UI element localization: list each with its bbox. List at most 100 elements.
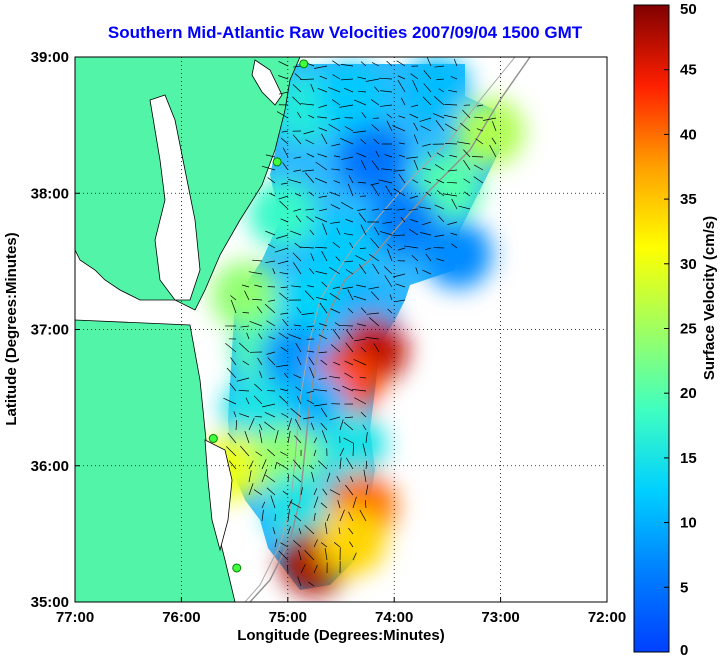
velocity-vector — [303, 130, 315, 135]
velocity-vector — [277, 260, 289, 265]
velocity-vector — [298, 528, 302, 535]
colorbar-tick-label: 40 — [680, 126, 697, 143]
velocity-vector — [242, 311, 250, 314]
velocity-vector — [268, 192, 276, 197]
bathymetry-contour — [244, 57, 516, 602]
velocity-vector — [332, 387, 341, 392]
velocity-vector — [255, 451, 263, 457]
velocity-vector — [363, 469, 367, 483]
velocity-vector — [491, 137, 497, 145]
velocity-vector — [375, 150, 380, 158]
velocity-vector — [371, 124, 380, 132]
velocity-vector — [236, 377, 250, 382]
velocity-vector — [380, 231, 393, 236]
velocity-vector — [385, 185, 393, 197]
velocity-vector — [422, 167, 432, 171]
velocity-vector — [382, 221, 393, 224]
velocity-vector — [463, 159, 471, 171]
velocity-vector — [386, 120, 393, 132]
velocity-vector — [339, 447, 345, 457]
colorbar-tick-label: 30 — [680, 256, 697, 273]
velocity-vector — [262, 403, 276, 408]
velocity-vector — [330, 308, 341, 314]
velocity-vector — [346, 457, 354, 470]
velocity-vector — [308, 267, 315, 275]
velocity-vector — [458, 205, 471, 210]
velocity-vector — [267, 243, 276, 249]
velocity-vector — [476, 104, 484, 107]
velocity-vector — [238, 389, 250, 392]
velocity-vector — [432, 113, 445, 119]
velocity-vector — [413, 122, 419, 132]
velocity-vector — [360, 346, 367, 353]
velocity-vector — [318, 351, 328, 354]
velocity-vector — [393, 169, 406, 172]
velocity-vector — [223, 397, 237, 405]
velocity-vector — [410, 219, 419, 223]
velocity-vector — [372, 263, 380, 275]
velocity-vector — [422, 96, 432, 106]
velocity-vector — [331, 99, 341, 106]
velocity-vector — [349, 242, 354, 249]
velocity-vector — [368, 286, 380, 290]
velocity-vector — [362, 443, 367, 457]
velocity-vector — [309, 366, 315, 379]
velocity-vector — [359, 247, 367, 249]
velocity-vector — [422, 269, 432, 275]
velocity-vector — [300, 78, 315, 80]
velocity-vector — [353, 295, 367, 301]
velocity-vector — [356, 323, 367, 327]
colorbar-tick-label: 15 — [680, 450, 697, 467]
radar-stations — [208, 59, 309, 573]
velocity-vector — [282, 162, 289, 171]
velocity-vector — [400, 216, 406, 223]
velocity-vector — [361, 159, 367, 171]
velocity-vector — [333, 361, 341, 366]
colorbar-tick-label: 25 — [680, 321, 697, 338]
velocity-vector — [238, 342, 250, 353]
velocity-vector — [279, 395, 289, 405]
velocity-vector — [317, 153, 328, 158]
velocity-vector — [350, 476, 354, 483]
velocity-vector — [345, 329, 354, 340]
velocity-vector — [317, 116, 328, 119]
velocity-vector — [249, 321, 263, 327]
velocity-vector — [332, 74, 341, 80]
velocity-vector — [332, 60, 341, 67]
velocity-vector — [280, 218, 289, 223]
velocity-vector — [371, 62, 380, 67]
velocity-vector — [280, 542, 289, 548]
velocity-vector — [293, 169, 302, 172]
velocity-vector — [489, 144, 497, 158]
velocity-vector — [324, 547, 328, 561]
velocity-vector — [463, 149, 471, 158]
velocity-vector — [330, 344, 341, 353]
velocity-vector — [314, 65, 328, 69]
y-tick-label: 35:00 — [31, 594, 69, 611]
velocity-vector — [257, 357, 263, 366]
velocity-vector — [319, 323, 328, 327]
velocity-vector — [280, 346, 289, 353]
velocity-vector — [284, 372, 289, 379]
velocity-vector — [226, 446, 237, 457]
velocity-vector — [306, 153, 315, 158]
velocity-vector — [329, 293, 341, 301]
x-axis-label: Longitude (Degrees:Minutes) — [237, 627, 445, 644]
velocity-vector — [410, 73, 419, 80]
velocity-vector — [471, 156, 484, 158]
velocity-vector — [252, 259, 263, 262]
velocity-vector — [400, 97, 406, 106]
velocity-vector — [356, 284, 367, 288]
velocity-vector — [473, 164, 484, 171]
velocity-vector — [392, 273, 406, 278]
velocity-vector — [365, 460, 368, 470]
velocity-vector — [447, 221, 458, 225]
velocity-vector — [347, 289, 354, 301]
velocity-vector — [229, 383, 237, 392]
velocity-vector — [434, 234, 445, 237]
velocity-vector — [315, 216, 328, 223]
velocity-vector — [370, 291, 380, 301]
velocity-region — [307, 213, 375, 282]
velocity-vector — [315, 296, 328, 301]
velocity-vector — [266, 320, 276, 327]
